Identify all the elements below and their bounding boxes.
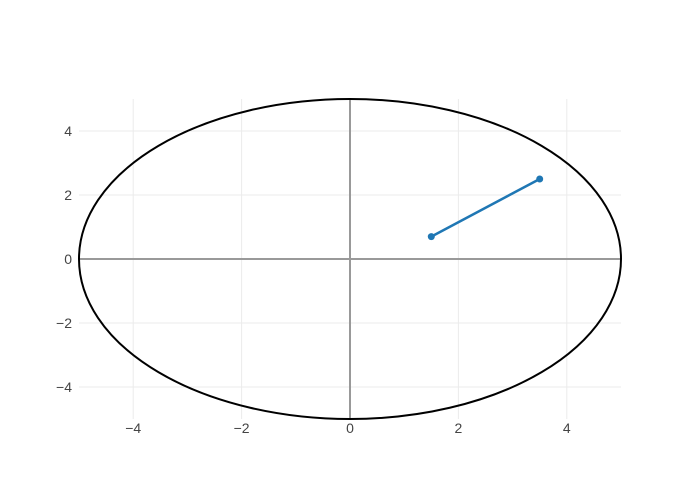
y-tick-label: 2 bbox=[64, 187, 72, 203]
x-tick-label: −2 bbox=[234, 420, 250, 436]
y-tick-label: 4 bbox=[64, 123, 72, 139]
trace-marker[interactable] bbox=[427, 233, 435, 241]
x-tick-label: −4 bbox=[125, 420, 141, 436]
y-tick-label: 0 bbox=[64, 251, 72, 267]
x-tick-label: 0 bbox=[346, 420, 354, 436]
y-tick-label: −4 bbox=[56, 379, 72, 395]
trace-marker[interactable] bbox=[536, 175, 544, 183]
x-tick-label: 4 bbox=[563, 420, 571, 436]
circle-shape bbox=[78, 98, 622, 420]
x-tick-label: 2 bbox=[455, 420, 463, 436]
y-tick-label: −2 bbox=[56, 315, 72, 331]
trace-line[interactable] bbox=[430, 177, 541, 238]
